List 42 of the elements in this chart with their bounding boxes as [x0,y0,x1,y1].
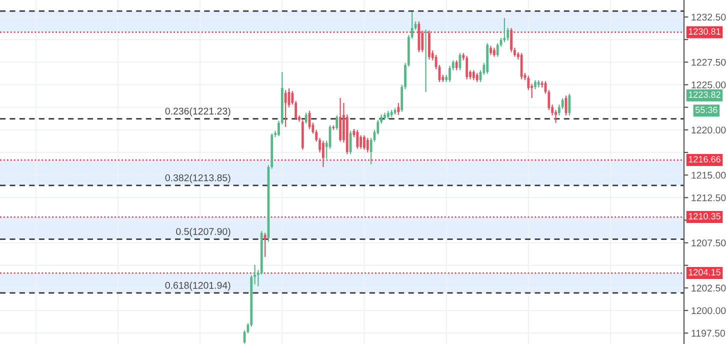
y-tick-label: 1215.00 [692,172,726,179]
ref-line-label: 0.5(1207.90) [176,228,230,237]
candlestick [356,129,359,150]
candlestick [397,102,400,116]
ref-line-label: 0.618(1201.94) [165,282,230,291]
candlestick [568,93,571,116]
candlestick [284,90,287,128]
candlestick [490,45,492,56]
y-tick-label: 1227.50 [692,58,726,66]
candlestick [455,60,458,71]
ref-line-label: 0.382(1213.85) [165,174,230,184]
y-tick-label: 1200.00 [692,307,726,314]
y-tick-label: 1225.00 [692,81,726,88]
ref-line-label: 1216.66 [688,156,720,162]
ref-line-label: 0.236(1221.23) [165,107,230,116]
candlestick [336,114,338,130]
ref-line-label: 1210.35 [688,213,720,220]
candlestick [339,97,342,142]
candlestick [472,70,475,81]
y-tick-label: 1232.50 [692,14,726,21]
candlestick [466,55,468,80]
ref-line-label: 1230.81 [688,28,720,35]
y-tick-label: 1197.50 [692,330,725,337]
y-tick-label: 1202.50 [692,284,726,292]
candlestick [360,134,362,150]
candlestick [510,27,512,53]
candlestick [534,80,536,90]
ref-line-label: 1204.15 [688,269,720,276]
candlestick [476,72,478,83]
y-tick-label: 1212.50 [692,194,726,202]
text: 1223.82 [688,91,720,98]
candlestick [424,29,427,92]
text: 55:36 [695,106,718,114]
y-tick-label: 1207.50 [692,239,726,246]
candlestick [322,140,324,168]
candlestick [366,137,369,153]
candlestick [492,47,496,58]
candlestick [304,112,308,124]
candlestick [561,98,564,110]
candlestick [363,134,366,150]
candlestick [527,75,530,91]
y-tick-label: 1220.00 [692,126,726,134]
